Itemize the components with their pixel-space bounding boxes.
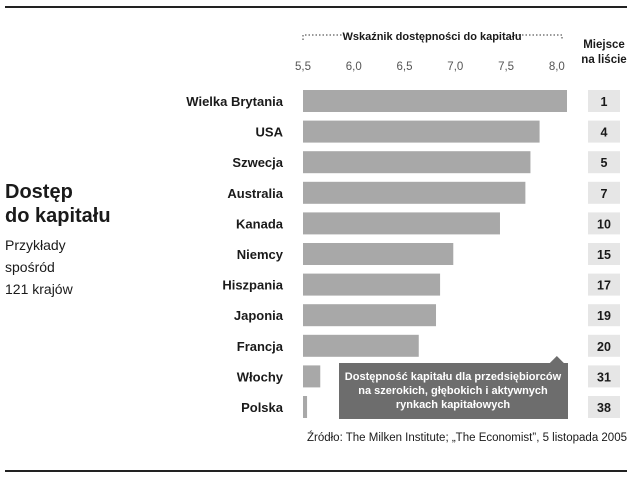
x-tick-label: 7,5 (498, 61, 514, 73)
category-label: Francja (237, 339, 284, 354)
x-tick-label: 5,5 (295, 61, 311, 73)
rank-box (588, 304, 620, 327)
rank-header-line-2: na liście (581, 54, 626, 66)
category-label: Szwecja (232, 155, 283, 170)
rank-value: 5 (601, 156, 608, 170)
rank-value: 19 (597, 309, 611, 323)
rank-value: 7 (601, 187, 608, 201)
rank-value: 15 (597, 248, 611, 262)
rank-box (588, 181, 620, 204)
bar-2 (303, 151, 531, 174)
rank-box (588, 212, 620, 235)
subheading-line-2: spośród (5, 259, 55, 275)
bar-10 (303, 396, 308, 418)
rank-box (588, 334, 620, 357)
bar-5 (303, 243, 454, 265)
x-tick-label: 6,0 (346, 61, 362, 73)
bar-6 (303, 273, 441, 296)
top-rule (5, 6, 627, 8)
x-tick-label: 7,0 (447, 61, 463, 73)
category-label: Polska (241, 400, 284, 415)
rank-box (588, 243, 620, 265)
category-label: Japonia (234, 308, 284, 323)
rank-value: 1 (601, 95, 608, 109)
rank-value: 17 (597, 279, 611, 293)
bar-1 (303, 120, 540, 143)
bar-9 (303, 365, 321, 388)
category-label: Wielka Brytania (186, 94, 283, 109)
rank-value: 31 (597, 370, 611, 384)
category-label: Australia (227, 186, 283, 201)
callout-line-1: Dostępność kapitału dla przedsiębiorców (345, 371, 562, 383)
callout-line-2: na szerokich, głębokich i aktywnych (358, 385, 548, 397)
chart-title: Wskaźnik dostępności do kapitału (342, 31, 521, 43)
bar-4 (303, 212, 500, 235)
left-heading-panel: Dostęp do kapitału Przykłady spośród 121… (5, 180, 115, 300)
rank-box (588, 396, 620, 418)
rank-box (588, 90, 620, 112)
bar-7 (303, 304, 437, 327)
subheading-line-3: 121 krajów (5, 281, 73, 297)
subheading-line-1: Przykłady (5, 237, 66, 253)
category-label: Kanada (236, 216, 284, 231)
callout-box (339, 363, 568, 419)
bar-8 (303, 334, 419, 357)
x-tick-label: 6,5 (397, 61, 413, 73)
chart-heading: Dostęp do kapitału (5, 180, 115, 228)
callout-arrow (549, 356, 564, 363)
category-label: USA (256, 125, 284, 140)
rank-box (588, 120, 620, 143)
x-tick-label: 8,0 (549, 61, 565, 73)
category-label: Niemcy (237, 247, 284, 262)
bar-0 (303, 90, 567, 112)
rank-value: 4 (601, 126, 608, 140)
heading-line-1: Dostęp (5, 181, 73, 203)
heading-line-2: do kapitału (5, 205, 111, 227)
rank-value: 20 (597, 340, 611, 354)
category-label: Hiszpania (222, 278, 283, 293)
rank-header-line-1: Miejsce (583, 39, 625, 51)
bar-3 (303, 181, 526, 204)
rank-box (588, 273, 620, 296)
category-label: Włochy (237, 369, 284, 384)
rank-box (588, 151, 620, 174)
callout-line-3: rynkach kapitałowych (396, 399, 511, 411)
source-note: Źródło: The Milken Institute; „The Econo… (306, 432, 627, 444)
rank-value: 38 (597, 401, 611, 415)
title-backdrop (347, 30, 517, 42)
rank-value: 10 (597, 217, 611, 231)
bottom-rule (5, 470, 627, 472)
rank-box (588, 365, 620, 388)
